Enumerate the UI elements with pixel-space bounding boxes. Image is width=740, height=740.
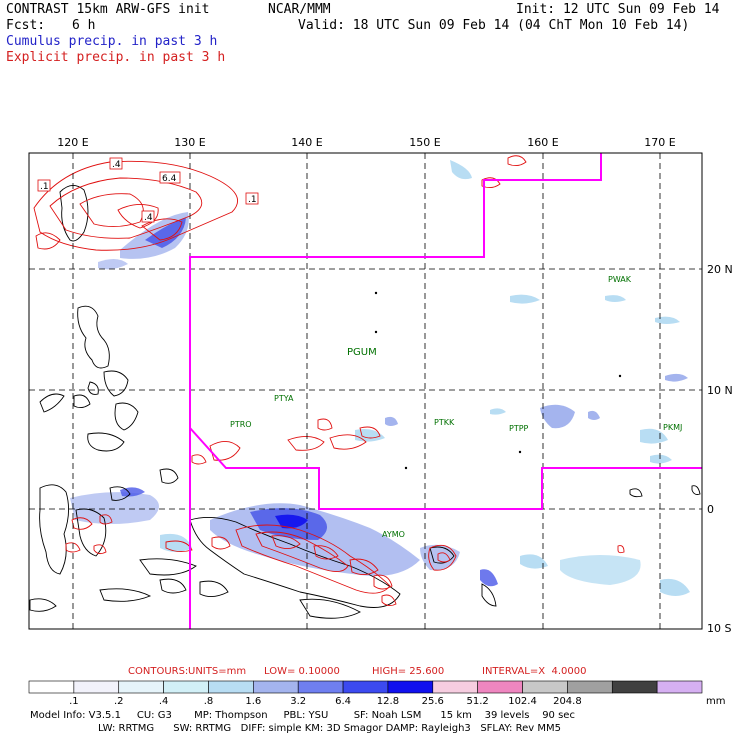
colorbar-swatch xyxy=(656,680,703,694)
station-ptro: PTRO xyxy=(230,420,252,429)
contour-value-labels: .4 .1 6.4 .4 .1 xyxy=(37,157,259,223)
colorbar-swatch xyxy=(73,680,120,694)
legend-cumulus-precip: Cumulus precip. in past 3 h xyxy=(6,34,218,49)
colorbar-swatch xyxy=(611,680,658,694)
colorbar-swatch xyxy=(522,680,568,694)
colorbar-tick-label: 1.6 xyxy=(245,696,261,707)
contours-interval: INTERVAL=X 4.0000 xyxy=(482,666,587,677)
contour-label: .4 xyxy=(112,160,121,170)
station-labels: PWAK PGUM PTYA PTRO PTKK PTPP PKMJ AYMO xyxy=(230,275,682,539)
station-ptkk: PTKK xyxy=(434,418,455,427)
colorbar-tick-label: 6.4 xyxy=(335,696,351,707)
colorbar-tick-label: 204.8 xyxy=(553,696,582,707)
colorbar-tick-label: .2 xyxy=(114,696,124,707)
organization: NCAR/MMM xyxy=(268,2,331,17)
colorbar-swatch xyxy=(208,680,254,694)
lon-label-120: 120 E xyxy=(57,136,88,149)
colorbar-tick-label: .8 xyxy=(204,696,214,707)
colorbar-swatch xyxy=(387,680,434,694)
lon-label-130: 130 E xyxy=(174,136,205,149)
colorbar-swatch xyxy=(342,680,389,694)
station-pgum: PGUM xyxy=(347,347,377,358)
map-frame xyxy=(28,152,703,630)
island-dots xyxy=(374,291,622,470)
colorbar: .1 .2 .4 .8 1.6 3.2 6.4 12.8 25.6 51.2 102.4 204.8 m… xyxy=(28,680,725,707)
colorbar-tick-label: 51.2 xyxy=(467,696,489,707)
contours-low: LOW= 0.10000 xyxy=(264,666,340,677)
lat-label-10n: 10 N xyxy=(707,384,733,397)
contour-label: .1 xyxy=(40,182,49,192)
colorbar-swatch xyxy=(28,680,75,694)
lon-label-160: 160 E xyxy=(527,136,558,149)
map-title: CONTRAST 15km ARW-GFS init xyxy=(6,2,210,17)
colorbar-swatch xyxy=(432,680,478,694)
lon-label-170: 170 E xyxy=(644,136,675,149)
lat-label-10s: 10 S xyxy=(707,622,731,635)
cumulus-precip-shading xyxy=(70,160,690,596)
colorbar-tick-label: 102.4 xyxy=(508,696,537,707)
region-boundary xyxy=(189,153,702,629)
colorbar-swatch xyxy=(477,680,523,694)
colorbar-tick-label: 25.6 xyxy=(422,696,444,707)
contour-label: .1 xyxy=(248,195,257,205)
contours-label: CONTOURS: xyxy=(128,666,189,677)
colorbar-swatch xyxy=(297,680,344,694)
colorbar-swatch xyxy=(118,680,164,694)
colorbar-swatch xyxy=(163,680,209,694)
lon-label-140: 140 E xyxy=(291,136,322,149)
contours-units: UNITS=mm xyxy=(188,666,247,677)
station-ptya: PTYA xyxy=(274,394,294,403)
contour-label: 6.4 xyxy=(162,174,177,184)
lon-label-150: 150 E xyxy=(409,136,440,149)
colorbar-swatch xyxy=(253,680,299,694)
valid-time: Valid: 18 UTC Sun 09 Feb 14 (04 ChT Mon … xyxy=(298,18,690,33)
coastlines xyxy=(29,185,701,619)
init-time: Init: 12 UTC Sun 09 Feb 14 xyxy=(516,2,720,17)
colorbar-unit: mm xyxy=(706,696,725,707)
lat-lon-grid xyxy=(29,153,702,629)
legend-explicit-precip: Explicit precip. in past 3 h xyxy=(6,50,226,65)
model-info-line2: LW: RRTMG SW: RRTMG DIFF: simple KM: 3D … xyxy=(98,723,561,734)
station-aymo: AYMO xyxy=(382,530,405,539)
colorbar-tick-label: 12.8 xyxy=(377,696,399,707)
model-info-line1: Model Info: V3.5.1 CU: G3 MP: Thompson P… xyxy=(30,710,575,721)
lat-label-20n: 20 N xyxy=(707,263,733,276)
station-ptpp: PTPP xyxy=(509,424,529,433)
contour-label: .4 xyxy=(144,213,153,223)
forecast-hour: 6 h xyxy=(72,18,96,33)
colorbar-swatch xyxy=(567,680,613,694)
forecast-label: Fcst: xyxy=(6,18,46,33)
colorbar-tick-label: 3.2 xyxy=(290,696,306,707)
station-pwak: PWAK xyxy=(608,275,632,284)
lat-label-equator: 0 xyxy=(707,503,714,516)
contours-high: HIGH= 25.600 xyxy=(372,666,445,677)
colorbar-tick-label: .1 xyxy=(69,696,79,707)
station-pkmj: PKMJ xyxy=(663,423,682,432)
colorbar-tick-label: .4 xyxy=(159,696,169,707)
